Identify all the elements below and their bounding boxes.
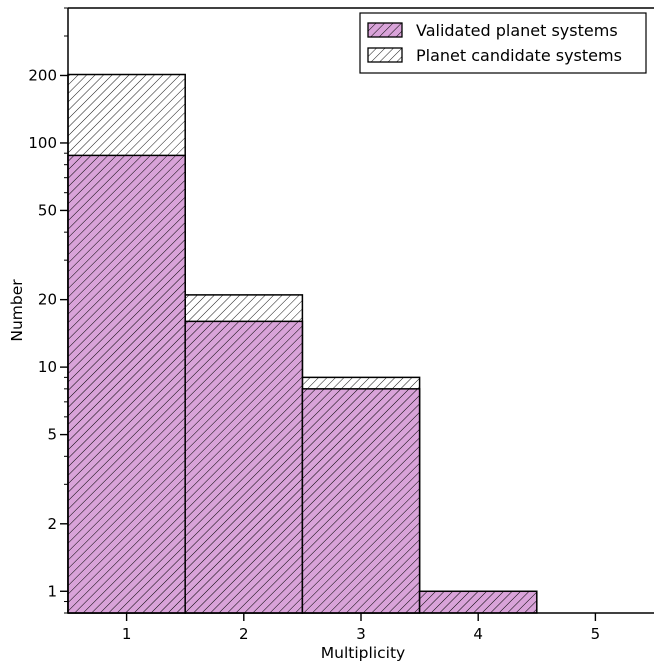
validated-bar-3-outline (301, 388, 421, 614)
legend-swatch-candidate-outline (367, 47, 403, 63)
validated-bar-4-outline (418, 590, 538, 614)
validated-bar-2-outline (184, 320, 304, 614)
axes-layer: 1 2 5 10 20 50 100 200 1 2 3 4 5 Multiplicity Number (8, 7, 654, 662)
x-tick-label-2: 2 (239, 625, 249, 643)
legend-label-candidate: Planet candidate systems (416, 46, 622, 65)
y-tick-label-100: 100 (28, 134, 57, 152)
legend: Validated planet systems Planet candidate… (359, 12, 647, 74)
y-tick-label-10: 10 (38, 358, 57, 376)
legend-box (359, 12, 647, 74)
y-axis-label: Number (8, 279, 26, 342)
x-tick-label-3: 3 (356, 625, 366, 643)
legend-label-validated: Validated planet systems (416, 21, 618, 40)
x-tick-label-4: 4 (473, 625, 483, 643)
y-tick-label-20: 20 (38, 291, 57, 309)
y-tick-label-200: 200 (28, 66, 57, 84)
bars-layer (67, 73, 538, 614)
y-tick-label-2: 2 (47, 515, 57, 533)
legend-swatch-validated-outline (367, 22, 403, 38)
y-tick-label-1: 1 (47, 582, 57, 600)
y-tick-label-5: 5 (47, 426, 57, 444)
y-tick-label-50: 50 (38, 201, 57, 219)
x-tick-label-5: 5 (591, 625, 601, 643)
x-tick-label-1: 1 (122, 625, 132, 643)
x-axis-label: Multiplicity (321, 644, 405, 662)
validated-bar-1-outline (67, 154, 186, 614)
